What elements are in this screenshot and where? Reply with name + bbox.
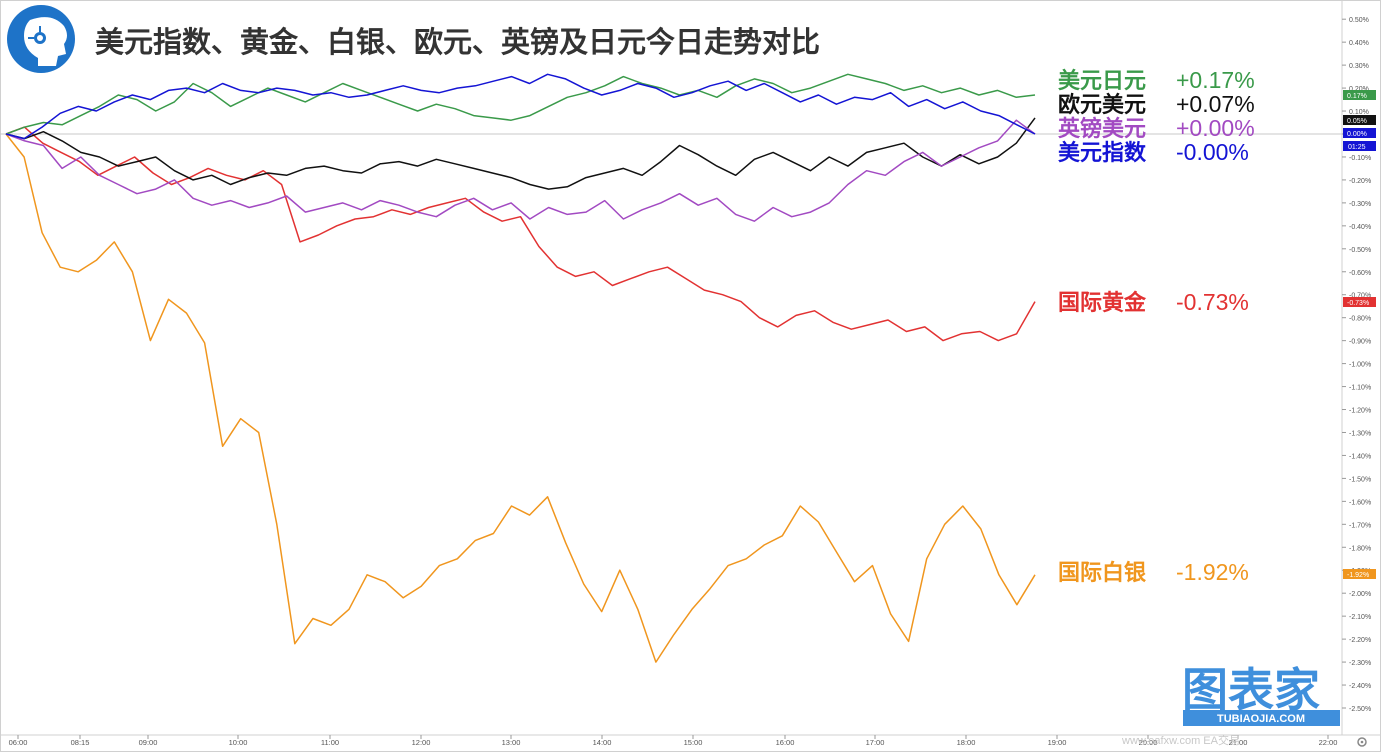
time-badge	[1343, 141, 1376, 151]
legend-name-0: 美元日元	[1058, 68, 1146, 94]
y-tick-label: -0.20%	[1349, 178, 1371, 185]
watermark-url-bar	[1183, 710, 1340, 726]
y-tick-label: -1.80%	[1349, 545, 1371, 552]
series-line-5	[5, 133, 1036, 663]
settings-gear-icon[interactable]	[1357, 737, 1367, 747]
y-tick-label: 0.40%	[1349, 40, 1369, 47]
watermark-logo: 图表家 TUBIAOJIA.COM	[1182, 663, 1340, 726]
y-axis: 0.50% 0.40% 0.30% 0.20% 0.10% 0.00% -0.10% -0.2…	[1342, 17, 1371, 713]
y-tick-label: 0.50%	[1349, 17, 1369, 24]
price-badge-text-1: 0.05%	[1347, 118, 1367, 125]
series-line-1	[5, 117, 1036, 190]
legend: 美元日元 +0.17% 欧元美元 +0.07% 英镑美元 +0.00% 美元指数 -0.00%…	[1058, 67, 1255, 586]
x-tick-label: 08:15	[71, 738, 90, 747]
legend-value-1: +0.07%	[1176, 91, 1255, 117]
x-tick-label: 15:00	[684, 738, 703, 747]
y-tick-label: -0.40%	[1349, 224, 1371, 231]
y-tick-label: -0.70%	[1349, 293, 1371, 300]
price-badge-text-0: 0.17%	[1347, 93, 1367, 100]
price-badge-3	[1343, 128, 1376, 138]
series-lines	[5, 73, 1036, 663]
price-badge-1	[1343, 115, 1376, 125]
watermark-footer-text: www.eafxw.com EA交易	[1121, 733, 1240, 747]
y-tick-label: -0.90%	[1349, 339, 1371, 346]
y-tick-label: -2.20%	[1349, 637, 1371, 644]
legend-name-1: 欧元美元	[1058, 92, 1146, 118]
price-badges: 0.17% 0.05% 0.00% -0.73% -1.92% 01:25	[1343, 90, 1376, 579]
legend-value-2: +0.00%	[1176, 115, 1255, 141]
x-tick-label: 16:00	[776, 738, 795, 747]
y-tick-label: -2.00%	[1349, 591, 1371, 598]
x-tick-label: 10:00	[229, 738, 248, 747]
y-tick-label: -2.30%	[1349, 660, 1371, 667]
legend-name-5: 国际白银	[1058, 560, 1147, 586]
x-tick-label: 17:00	[866, 738, 885, 747]
y-tick-label: -0.10%	[1349, 155, 1371, 162]
price-badge-0	[1343, 90, 1376, 100]
y-tick-label: -1.50%	[1349, 476, 1371, 483]
price-badge-5	[1343, 569, 1376, 579]
legend-name-3: 美元指数	[1058, 140, 1147, 166]
legend-name-4: 国际黄金	[1058, 290, 1147, 316]
series-line-3	[5, 73, 1036, 140]
y-tick-label: -1.60%	[1349, 499, 1371, 506]
x-tick-label: 06:00	[9, 738, 28, 747]
y-tick-label: -1.30%	[1349, 430, 1371, 437]
watermark-url-text: TUBIAOJIA.COM	[1217, 713, 1305, 725]
legend-value-3: -0.00%	[1176, 139, 1249, 165]
time-badge-text: 01:25	[1348, 144, 1366, 151]
y-tick-label: -0.50%	[1349, 247, 1371, 254]
x-axis: 06:00 08:15 09:00 10:00 11:00 12:00 13:00 14:00…	[9, 735, 1338, 747]
legend-value-5: -1.92%	[1176, 559, 1249, 585]
y-tick-label: -0.80%	[1349, 316, 1371, 323]
legend-name-2: 英镑美元	[1058, 116, 1146, 142]
x-tick-label: 12:00	[412, 738, 431, 747]
brand-head-logo-icon	[7, 5, 75, 73]
y-tick-label: -1.40%	[1349, 453, 1371, 460]
x-tick-label: 22:00	[1319, 738, 1338, 747]
watermark-logo-text: 图表家	[1182, 663, 1320, 717]
y-tick-label: -2.10%	[1349, 614, 1371, 621]
y-tick-label: -1.70%	[1349, 522, 1371, 529]
series-line-0	[5, 73, 1036, 135]
y-tick-label: 0.20%	[1349, 86, 1369, 93]
x-tick-label: 19:00	[1048, 738, 1067, 747]
price-badge-4	[1343, 297, 1376, 307]
y-tick-label: -1.00%	[1349, 362, 1371, 369]
series-line-2	[5, 119, 1036, 222]
legend-value-0: +0.17%	[1176, 67, 1255, 93]
y-tick-label: -1.20%	[1349, 408, 1371, 415]
legend-value-4: -0.73%	[1176, 289, 1249, 315]
y-tick-label: -0.60%	[1349, 270, 1371, 277]
price-badge-text-4: -0.73%	[1347, 300, 1369, 307]
y-tick-label: -2.50%	[1349, 706, 1371, 713]
x-tick-label: 18:00	[957, 738, 976, 747]
x-tick-label: 13:00	[502, 738, 521, 747]
chart-title: 美元指数、黄金、白银、欧元、英镑及日元今日走势对比	[95, 25, 820, 59]
y-tick-label: -0.30%	[1349, 201, 1371, 208]
x-tick-label: 14:00	[593, 738, 612, 747]
price-badge-text-5: -1.92%	[1347, 572, 1369, 579]
price-badge-text-3: 0.00%	[1347, 131, 1367, 138]
y-tick-label: 0.10%	[1349, 109, 1369, 116]
y-tick-label: -2.40%	[1349, 683, 1371, 690]
x-tick-label: 21:00	[1229, 738, 1248, 747]
y-tick-label: 0.30%	[1349, 63, 1369, 70]
x-tick-label: 09:00	[139, 738, 158, 747]
x-tick-label: 20:00	[1139, 738, 1158, 747]
y-tick-label: -1.10%	[1349, 385, 1371, 392]
x-tick-label: 11:00	[321, 738, 339, 747]
